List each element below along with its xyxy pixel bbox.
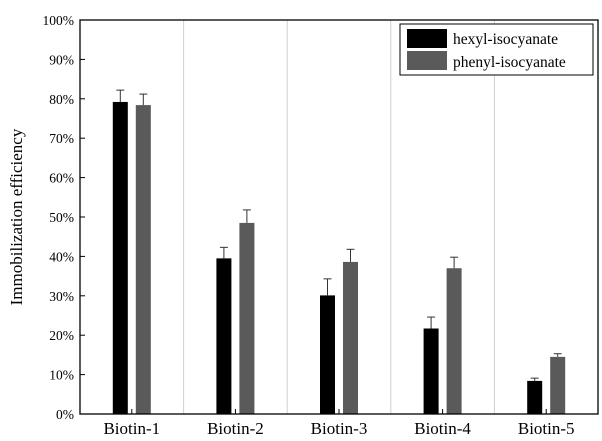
- bar-phenyl-isocyanate: [446, 268, 462, 414]
- bar-phenyl-isocyanate: [343, 261, 358, 414]
- legend-label-hexyl-isocyanate: hexyl-isocyanate: [453, 31, 558, 48]
- x-tick-label: Biotin-5: [518, 419, 575, 438]
- y-tick-label: 70%: [49, 131, 74, 146]
- legend-swatch-phenyl-isocyanate: [407, 51, 447, 70]
- bar-hexyl-isocyanate: [423, 328, 439, 414]
- bar-hexyl-isocyanate: [112, 101, 128, 415]
- bar-hexyl-isocyanate: [320, 295, 335, 414]
- x-tick-label: Biotin-3: [311, 419, 368, 438]
- x-tick-label: Biotin-2: [207, 419, 264, 438]
- x-tick-label: Biotin-4: [414, 419, 471, 438]
- bar-hexyl-isocyanate: [527, 380, 543, 414]
- x-axis-ticks: Biotin-1 Biotin-2 Biotin-3 Biotin-4 Biotin-5: [103, 409, 575, 438]
- y-axis-ticks: 0% 10% 20% 30% 40% 50% 60% 70% 80% 90% 100%: [43, 13, 85, 422]
- legend-swatch-hexyl-isocyanate: [407, 29, 447, 48]
- y-tick-label: 90%: [49, 52, 74, 67]
- bar-phenyl-isocyanate: [239, 222, 255, 414]
- x-tick-label: Biotin-1: [103, 419, 160, 438]
- y-tick-label: 20%: [49, 328, 74, 343]
- category-separators: [183, 20, 495, 414]
- plot-frame: [79, 19, 599, 415]
- y-tick-label: 50%: [49, 210, 74, 225]
- y-tick-label: 10%: [49, 368, 74, 383]
- legend-label-phenyl-isocyanate: phenyl-isocyanate: [453, 54, 566, 71]
- y-tick-label: 100%: [43, 13, 75, 28]
- y-tick-label: 30%: [49, 289, 74, 304]
- error-bars: [116, 89, 562, 381]
- y-tick-label: 80%: [49, 92, 74, 107]
- legend: hexyl-isocyanate phenyl-isocyanate: [399, 23, 594, 76]
- y-tick-label: 40%: [49, 249, 74, 264]
- bar-phenyl-isocyanate: [550, 356, 566, 414]
- y-axis-label: Immobilization efficiency: [7, 128, 26, 305]
- y-tick-label: 60%: [49, 171, 74, 186]
- bar-hexyl-isocyanate: [216, 258, 232, 414]
- bar-phenyl-isocyanate: [135, 105, 151, 414]
- y-tick-label: 0%: [56, 407, 74, 422]
- bars: [112, 101, 566, 415]
